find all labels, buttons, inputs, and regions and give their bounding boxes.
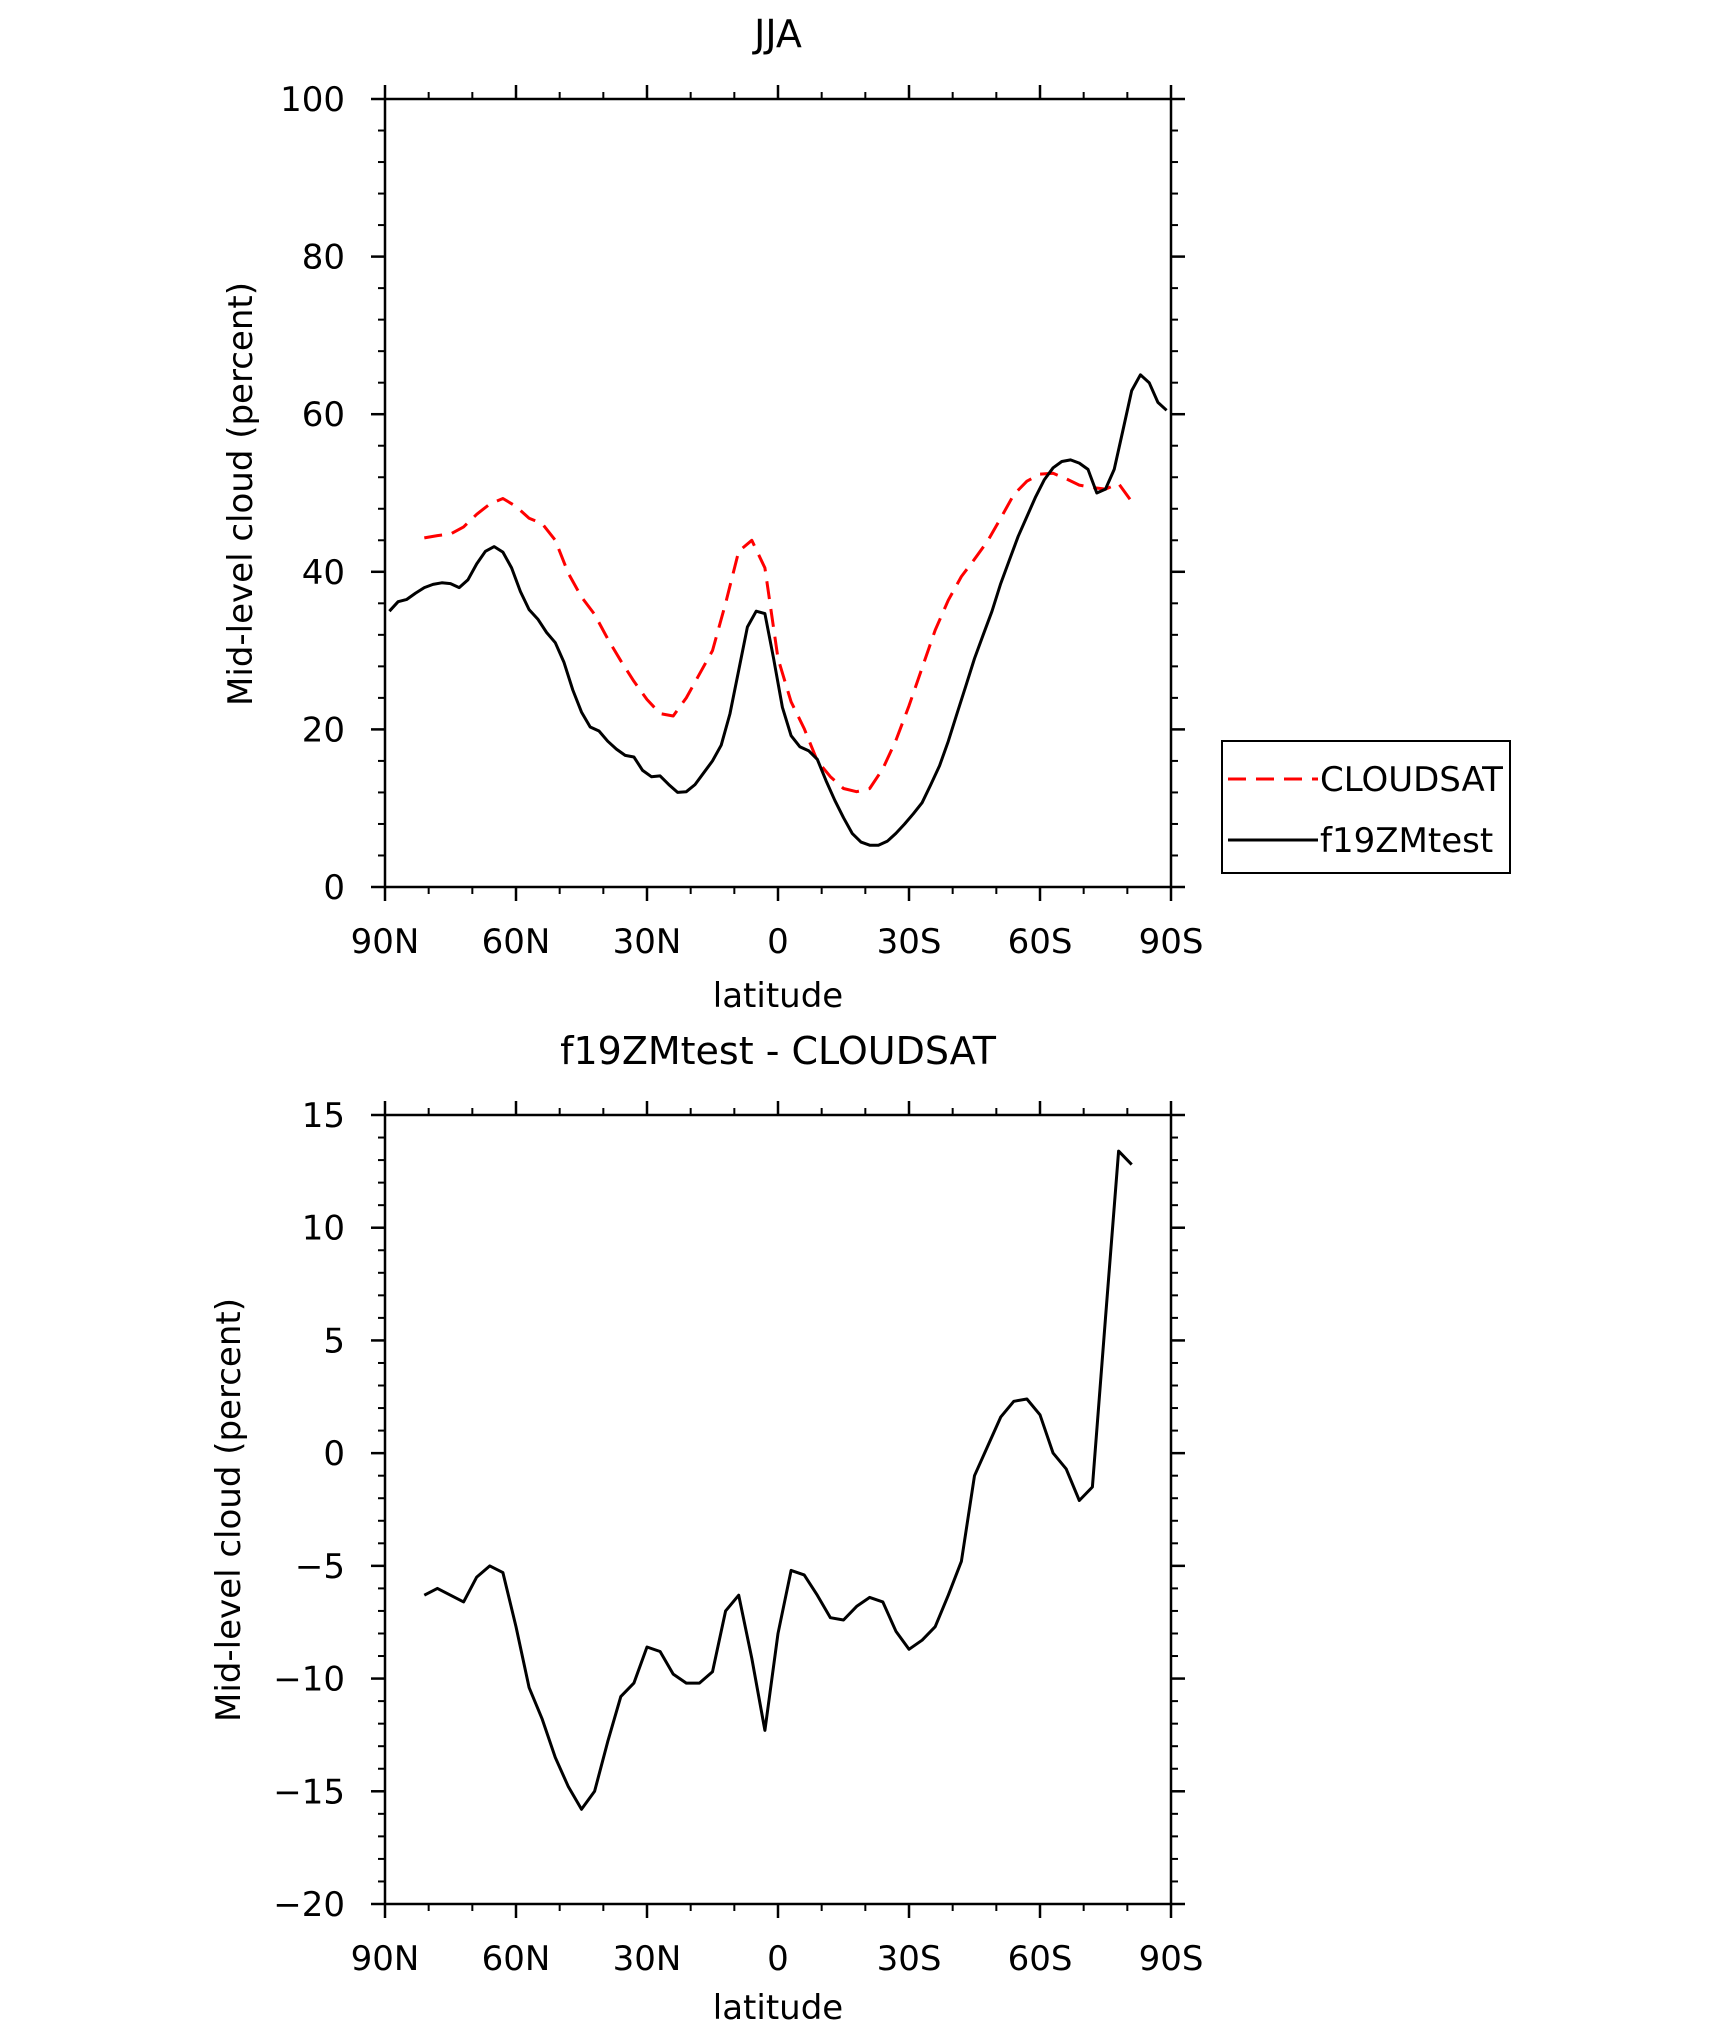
panel-bottom: f19ZMtest - CLOUDSAT Mid-level cloud (pe… xyxy=(209,1029,1203,2021)
y-tick-label: 40 xyxy=(302,553,345,593)
series-group xyxy=(388,373,1168,847)
x-tick-label: 30S xyxy=(877,1939,942,1979)
chart-title: f19ZMtest - CLOUDSAT xyxy=(560,1029,997,1073)
y-tick-label: 10 xyxy=(302,1209,345,1249)
x-tick-label: 0 xyxy=(767,922,789,962)
x-axis-label: latitude xyxy=(713,976,843,1016)
x-tick-label: 90N xyxy=(351,1939,420,1979)
y-tick-label: −15 xyxy=(273,1772,345,1812)
x-tick-label: 90S xyxy=(1139,922,1204,962)
y-tick-label: 100 xyxy=(280,80,345,120)
x-tick-label: 30N xyxy=(613,1939,682,1979)
x-axis-label: latitude xyxy=(713,1988,843,2021)
x-tick-label: 60S xyxy=(1008,922,1073,962)
legend-box xyxy=(1221,740,1511,874)
y-tick-label: 0 xyxy=(323,1434,345,1474)
axis-ticks: 90N 60N 30N 0 30S 60S 90S 0 20 40 60 80 100 xyxy=(280,80,1203,962)
plot-frame xyxy=(383,1113,1173,1906)
x-tick-label: 30N xyxy=(613,922,682,962)
y-tick-label: 20 xyxy=(302,710,345,750)
x-tick-label: 0 xyxy=(767,1939,789,1979)
legend-label-f19zmtest: f19ZMtest xyxy=(1320,821,1493,861)
y-tick-label: 5 xyxy=(323,1321,345,1361)
series-group xyxy=(423,1149,1133,1811)
series-line-difference xyxy=(423,1149,1133,1811)
axis-ticks: 90N 60N 30N 0 30S 60S 90S −20 −15 −10 −5 0 5 10 15 xyxy=(273,1096,1203,1979)
x-tick-label: 60N xyxy=(482,1939,551,1979)
x-tick-label: 30S xyxy=(877,922,942,962)
y-tick-label: 80 xyxy=(302,238,345,278)
y-axis-label: Mid-level cloud (percent) xyxy=(221,282,261,706)
plot-frame xyxy=(383,97,1173,889)
y-tick-label: −20 xyxy=(273,1885,345,1925)
x-tick-label: 90N xyxy=(351,922,420,962)
legend-label-cloudsat: CLOUDSAT xyxy=(1320,760,1503,800)
y-tick-label: 60 xyxy=(302,395,345,435)
y-tick-label: 15 xyxy=(302,1096,345,1136)
x-tick-label: 60N xyxy=(482,922,551,962)
y-axis-label: Mid-level cloud (percent) xyxy=(209,1298,249,1722)
y-tick-label: −5 xyxy=(295,1547,345,1587)
y-tick-label: −10 xyxy=(273,1660,345,1700)
chart-title: JJA xyxy=(752,12,802,56)
legend: CLOUDSAT f19ZMtest xyxy=(1221,740,1511,874)
x-tick-label: 60S xyxy=(1008,1939,1073,1979)
x-tick-label: 90S xyxy=(1139,1939,1204,1979)
panel-top: JJA Mid-level cloud (percent) latitude 9… xyxy=(221,12,1511,1016)
y-tick-label: 0 xyxy=(323,868,345,908)
series-line-f19zmtest xyxy=(388,373,1168,847)
